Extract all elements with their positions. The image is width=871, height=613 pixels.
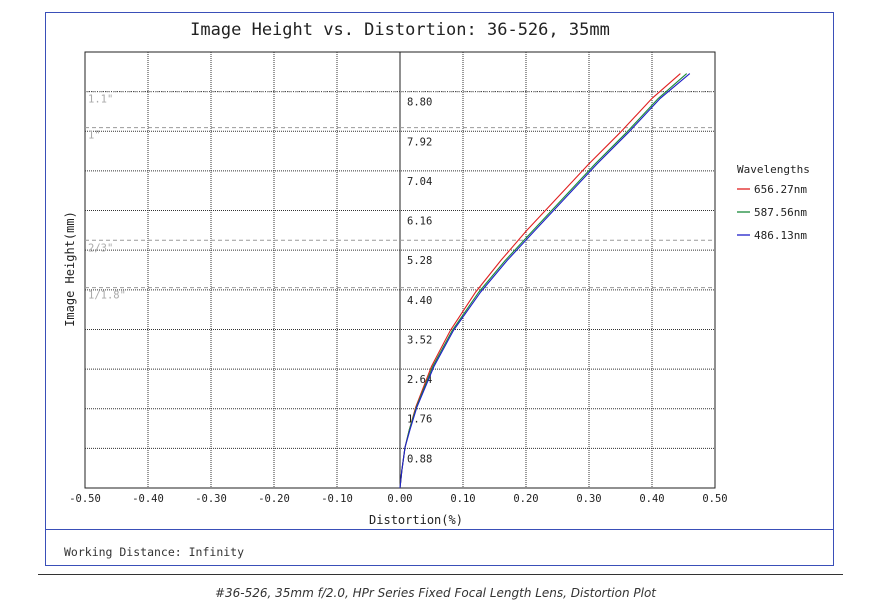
tick-labels: -0.50 -0.40 -0.30 -0.20 -0.10 0.00 0.10 0.20 0.3… xyxy=(69,94,728,505)
caption-divider xyxy=(38,574,843,575)
x-tick-label: 0.20 xyxy=(513,493,538,505)
y-tick-label-bg xyxy=(403,134,437,148)
y-tick-label: 8.80 xyxy=(407,97,432,109)
y-tick-label: 7.92 xyxy=(407,136,432,148)
chart-title: Image Height vs. Distortion: 36-526, 35m… xyxy=(190,20,610,40)
y-tick-label-bg xyxy=(403,332,437,346)
x-tick-label: -0.50 xyxy=(69,493,101,505)
figure-caption: #36-526, 35mm f/2.0, HPr Series Fixed Fo… xyxy=(214,586,657,600)
series-line-486.13nm xyxy=(399,73,691,489)
y-tick-label: 5.28 xyxy=(407,255,432,267)
y-tick-label-bg xyxy=(403,94,437,108)
x-tick-label: -0.10 xyxy=(321,493,353,505)
y-tick-label: 6.16 xyxy=(407,216,432,228)
y-tick-label-bg xyxy=(403,253,437,267)
x-tick-label: 0.50 xyxy=(702,493,727,505)
legend-entry: 486.13nm xyxy=(754,229,807,242)
x-tick-label: 0.00 xyxy=(387,493,412,505)
x-axis-label: Distortion(%) xyxy=(369,513,463,527)
y-tick-label: 7.04 xyxy=(407,176,432,188)
grid xyxy=(84,51,716,489)
y-tick-label: 4.40 xyxy=(407,295,432,307)
x-tick-label: -0.20 xyxy=(258,493,290,505)
x-tick-label: 0.10 xyxy=(450,493,475,505)
y-tick-label: 0.88 xyxy=(407,453,432,465)
sensor-format-lines: 1.1" 1" 2/3" 1/1.8" xyxy=(85,91,715,302)
working-distance: Working Distance: Infinity xyxy=(64,545,245,559)
series-line-587.56nm xyxy=(399,73,688,489)
x-tick-label: 0.30 xyxy=(576,493,601,505)
legend: 656.27nm 587.56nm 486.13nm xyxy=(737,183,807,242)
y-tick-label-bg xyxy=(403,213,437,227)
legend-entry: 656.27nm xyxy=(754,183,807,196)
x-tick-label: -0.30 xyxy=(195,493,227,505)
footer-divider xyxy=(46,529,833,530)
y-tick-label-bg xyxy=(403,173,437,187)
chart-panel: Image Height vs. Distortion: 36-526, 35m… xyxy=(45,12,834,566)
distortion-plot: Image Height vs. Distortion: 36-526, 35m… xyxy=(63,20,810,527)
sensor-format-label: 2/3" xyxy=(88,242,113,254)
sensor-format-label: 1/1.8" xyxy=(88,290,126,302)
series-lines xyxy=(399,73,691,489)
y-tick-label-bg xyxy=(403,451,437,465)
x-tick-label: -0.40 xyxy=(132,493,164,505)
sensor-format-label: 1" xyxy=(88,130,101,142)
x-tick-label: 0.40 xyxy=(639,493,664,505)
y-tick-label-bg xyxy=(403,292,437,306)
series-line-656.27nm xyxy=(399,73,681,489)
y-axis-label: Image Height(mm) xyxy=(63,211,77,327)
sensor-format-label: 1.1" xyxy=(88,94,113,106)
legend-title: Wavelengths xyxy=(737,163,810,176)
y-tick-label: 3.52 xyxy=(407,334,432,346)
legend-entry: 587.56nm xyxy=(754,206,807,219)
